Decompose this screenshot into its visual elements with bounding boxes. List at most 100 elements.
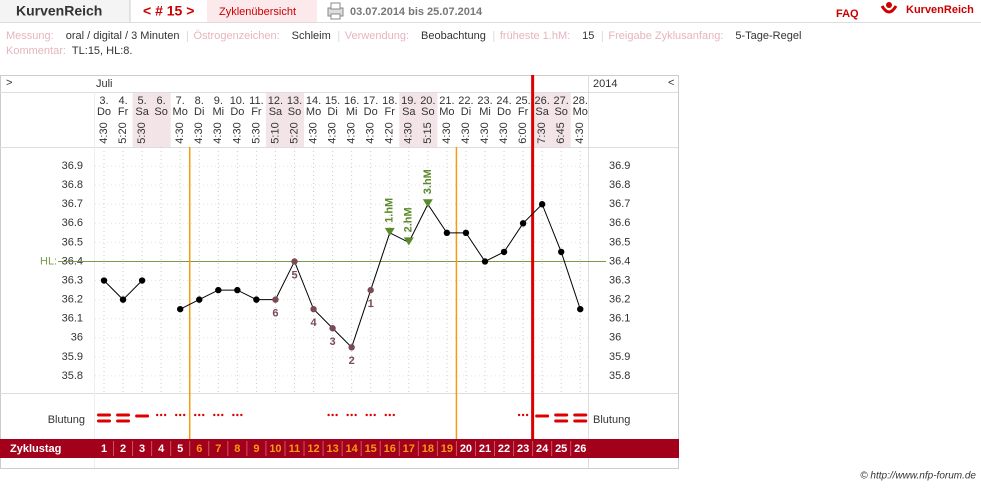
date: 20. bbox=[420, 95, 435, 107]
info-label: Messung: bbox=[6, 30, 54, 42]
date-range: 03.07.2014 bis 25.07.2014 bbox=[350, 6, 483, 18]
date: 3. bbox=[99, 95, 108, 107]
temperature-point bbox=[443, 229, 451, 237]
hm-marker bbox=[422, 199, 433, 208]
bleeding-heavy bbox=[97, 419, 111, 423]
date: 26. bbox=[535, 95, 550, 107]
date: 24. bbox=[496, 95, 511, 107]
bleeding-light bbox=[521, 413, 525, 417]
bleeding-light bbox=[369, 413, 372, 417]
bleeding-light bbox=[335, 413, 338, 417]
date: 13. bbox=[287, 95, 302, 107]
bleeding-light bbox=[388, 413, 391, 417]
count-label: 2 bbox=[349, 355, 355, 367]
cycle-day: 15 bbox=[365, 443, 377, 455]
cycle-day: 14 bbox=[346, 443, 359, 455]
bleeding-light bbox=[517, 413, 521, 417]
weekday: Sa bbox=[269, 106, 283, 118]
bleeding-medium bbox=[535, 414, 550, 418]
bleeding-light bbox=[198, 413, 201, 417]
weekday: Di bbox=[194, 106, 204, 118]
time: 4:30 bbox=[441, 122, 453, 143]
weekday: Fr bbox=[118, 106, 129, 118]
weekend-shade bbox=[284, 92, 305, 147]
hm-label: 1.hM bbox=[384, 198, 396, 223]
bleeding-light bbox=[240, 413, 243, 417]
date: 27. bbox=[554, 95, 569, 107]
cycle-day: 3 bbox=[139, 443, 145, 455]
date: 7. bbox=[176, 95, 185, 107]
weekend-shade bbox=[132, 92, 152, 147]
count-point bbox=[272, 296, 279, 303]
date: 22. bbox=[458, 95, 473, 107]
printer-icon[interactable] bbox=[327, 2, 344, 20]
cycle-day: 20 bbox=[460, 443, 472, 455]
temperature-point bbox=[500, 248, 508, 256]
weekday: Fr bbox=[518, 106, 529, 118]
nav-right[interactable]: < bbox=[668, 77, 674, 89]
weekday: Mo bbox=[306, 106, 321, 118]
bleeding-light bbox=[354, 413, 357, 417]
cycle-day: 18 bbox=[422, 443, 434, 455]
time: 4:30 bbox=[460, 122, 472, 143]
weekday: So bbox=[421, 106, 434, 118]
weekday: Do bbox=[497, 106, 511, 118]
chart: > Juli 2014 <3.Do4:304.Fr5:205.Sa5:306.So7.… bbox=[0, 75, 679, 469]
y-tick-label: 35.8 bbox=[62, 370, 83, 382]
cycle-day: 17 bbox=[403, 443, 415, 455]
info-label: Freigabe Zyklusanfang: bbox=[608, 30, 723, 42]
weekday: So bbox=[554, 106, 567, 118]
weekend-shade bbox=[418, 92, 438, 147]
bleeding-label-right: Blutung bbox=[593, 414, 630, 426]
y-tick-label-right: 36.9 bbox=[609, 160, 630, 172]
brand: KurvenReich bbox=[16, 3, 102, 19]
y-tick-label: 36.1 bbox=[62, 313, 83, 325]
time: 6:45 bbox=[555, 122, 567, 143]
weekday: Mi bbox=[212, 106, 224, 118]
bleeding-light bbox=[159, 413, 163, 417]
bleeding-light bbox=[183, 413, 186, 417]
date: 19. bbox=[401, 95, 416, 107]
cycle-day-label: Zyklustag bbox=[10, 443, 61, 455]
overview-tab[interactable] bbox=[207, 0, 317, 22]
bleeding-light bbox=[221, 413, 224, 417]
info-label: früheste 1.hM: bbox=[500, 30, 570, 42]
cycle-day: 11 bbox=[289, 443, 301, 455]
bleeding-light bbox=[175, 413, 178, 417]
weekday: Do bbox=[230, 106, 244, 118]
date: 17. bbox=[363, 95, 378, 107]
weekend-shade bbox=[399, 92, 419, 147]
bleeding-light bbox=[327, 413, 330, 417]
weekday: Sa bbox=[535, 106, 549, 118]
bleeding-light bbox=[373, 413, 376, 417]
bleeding-heavy bbox=[116, 419, 131, 423]
info-value: oral / digital / 3 Minuten bbox=[66, 30, 180, 42]
cycle-nav[interactable]: < # 15 > bbox=[143, 3, 194, 19]
date: 14. bbox=[306, 95, 321, 107]
faq-link[interactable]: FAQ bbox=[836, 8, 859, 20]
weekday: Mi bbox=[346, 106, 358, 118]
bleeding-light bbox=[179, 413, 182, 417]
nav-left[interactable]: > bbox=[6, 77, 12, 89]
cycle-day: 4 bbox=[158, 443, 165, 455]
weekday: So bbox=[288, 106, 301, 118]
y-tick-label: 36.9 bbox=[62, 160, 83, 172]
date: 25. bbox=[515, 95, 530, 107]
time: 4:30 bbox=[174, 122, 186, 143]
bleeding-medium bbox=[135, 414, 150, 418]
y-tick-label: 36.3 bbox=[62, 274, 83, 286]
time: 5:20 bbox=[117, 122, 129, 143]
date: 21. bbox=[439, 95, 454, 107]
cycle-day: 1 bbox=[101, 443, 107, 455]
time: 4:30 bbox=[498, 122, 510, 143]
cycle-day: 25 bbox=[555, 443, 567, 455]
bleeding-light bbox=[365, 413, 368, 417]
overview-link[interactable]: Zyklenübersicht bbox=[219, 6, 296, 18]
temperature-point bbox=[100, 277, 108, 284]
temperature-point bbox=[558, 248, 565, 256]
year: 2014 bbox=[593, 78, 617, 90]
y-tick-label: 36.8 bbox=[62, 179, 83, 191]
temperature-point bbox=[196, 296, 203, 303]
temperature-point bbox=[234, 286, 241, 294]
date: 8. bbox=[195, 95, 204, 107]
